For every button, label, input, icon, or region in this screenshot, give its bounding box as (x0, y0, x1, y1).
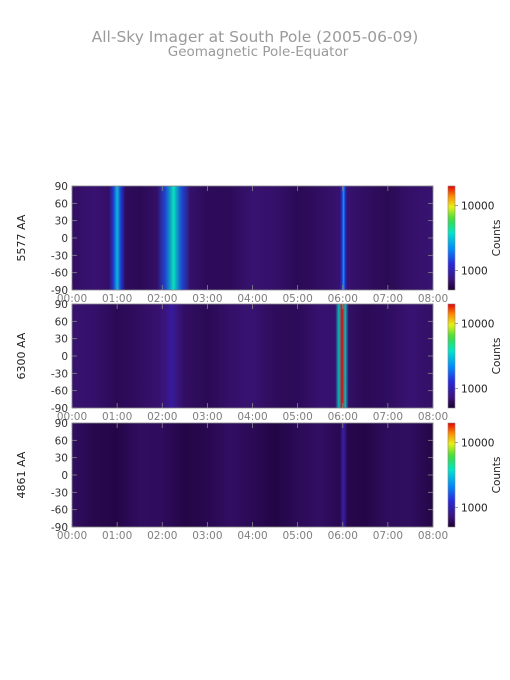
y-tick-label: 60 (55, 198, 68, 210)
x-tick-label: 00:00 (57, 530, 87, 542)
y-tick-label: -60 (51, 268, 68, 280)
x-tick-label: 04:00 (237, 411, 267, 423)
colorbar-label: Counts (491, 457, 503, 494)
emission-band (335, 304, 349, 408)
x-tick-label: 08:00 (418, 293, 448, 305)
y-tick-label: -60 (51, 386, 68, 398)
x-tick-label: 08:00 (418, 411, 448, 423)
y-tick-label: -90 (51, 403, 68, 415)
heatmap-background (72, 186, 433, 290)
y-tick-label: 90 (55, 299, 68, 311)
x-tick-label: 05:00 (282, 530, 312, 542)
y-tick-label: -30 (51, 487, 68, 499)
y-tick-label: -90 (51, 522, 68, 534)
colorbar-label: Counts (491, 220, 503, 257)
colorbar-tick-label: 1000 (461, 502, 488, 514)
colorbar-tick-label: 10000 (461, 438, 494, 450)
chart-title: All-Sky Imager at South Pole (2005-06-09… (92, 28, 419, 46)
x-tick-label: 00:00 (57, 293, 87, 305)
x-tick-label: 02:00 (147, 530, 177, 542)
x-tick-label: 03:00 (192, 293, 222, 305)
colorbar (447, 185, 456, 291)
y-tick-label: -30 (51, 368, 68, 380)
colorbar-label: Counts (491, 338, 503, 375)
y-tick-label: 30 (55, 216, 68, 228)
x-tick-label: 05:00 (282, 293, 312, 305)
x-tick-label: 03:00 (192, 411, 222, 423)
x-tick-label: 03:00 (192, 530, 222, 542)
y-axis-label: 4861 AA (15, 451, 28, 498)
x-tick-label: 02:00 (147, 293, 177, 305)
colorbar-tick-label: 1000 (461, 265, 488, 277)
y-tick-label: 30 (55, 453, 68, 465)
colorbar-tick-label: 10000 (461, 319, 494, 331)
emission-band (156, 186, 191, 290)
y-tick-label: 30 (55, 334, 68, 346)
colorbar (447, 422, 456, 528)
y-tick-label: 0 (61, 351, 68, 363)
colorbar-tick-label: 10000 (461, 201, 494, 213)
colorbar-tick-label: 1000 (461, 383, 488, 395)
chart-subtitle: Geomagnetic Pole-Equator (168, 44, 349, 60)
x-tick-label: 06:00 (328, 293, 358, 305)
colorbar (447, 303, 456, 409)
y-axis-label: 5577 AA (15, 214, 28, 261)
x-tick-label: 06:00 (328, 530, 358, 542)
x-tick-label: 04:00 (237, 530, 267, 542)
y-tick-label: 90 (55, 418, 68, 430)
heatmap-background (72, 304, 433, 408)
y-tick-label: 0 (61, 470, 68, 482)
x-tick-label: 07:00 (373, 293, 403, 305)
y-tick-label: -60 (51, 505, 68, 517)
x-tick-label: 02:00 (147, 411, 177, 423)
emission-band (159, 304, 185, 408)
x-tick-label: 04:00 (237, 293, 267, 305)
y-axis-label: 6300 AA (15, 332, 28, 379)
heatmap-background (72, 423, 433, 527)
y-tick-label: 60 (55, 435, 68, 447)
x-tick-label: 06:00 (328, 411, 358, 423)
x-tick-label: 08:00 (418, 530, 448, 542)
x-tick-label: 00:00 (57, 411, 87, 423)
y-tick-label: 0 (61, 233, 68, 245)
emission-band (339, 423, 348, 527)
x-tick-label: 07:00 (373, 530, 403, 542)
x-tick-label: 01:00 (102, 293, 132, 305)
y-tick-label: -90 (51, 285, 68, 297)
emission-band (339, 186, 348, 290)
x-tick-label: 01:00 (102, 411, 132, 423)
x-tick-label: 07:00 (373, 411, 403, 423)
x-tick-label: 05:00 (282, 411, 312, 423)
y-tick-label: -30 (51, 250, 68, 262)
emission-band (108, 186, 126, 290)
x-tick-label: 01:00 (102, 530, 132, 542)
y-tick-label: 90 (55, 181, 68, 193)
y-tick-label: 60 (55, 316, 68, 328)
